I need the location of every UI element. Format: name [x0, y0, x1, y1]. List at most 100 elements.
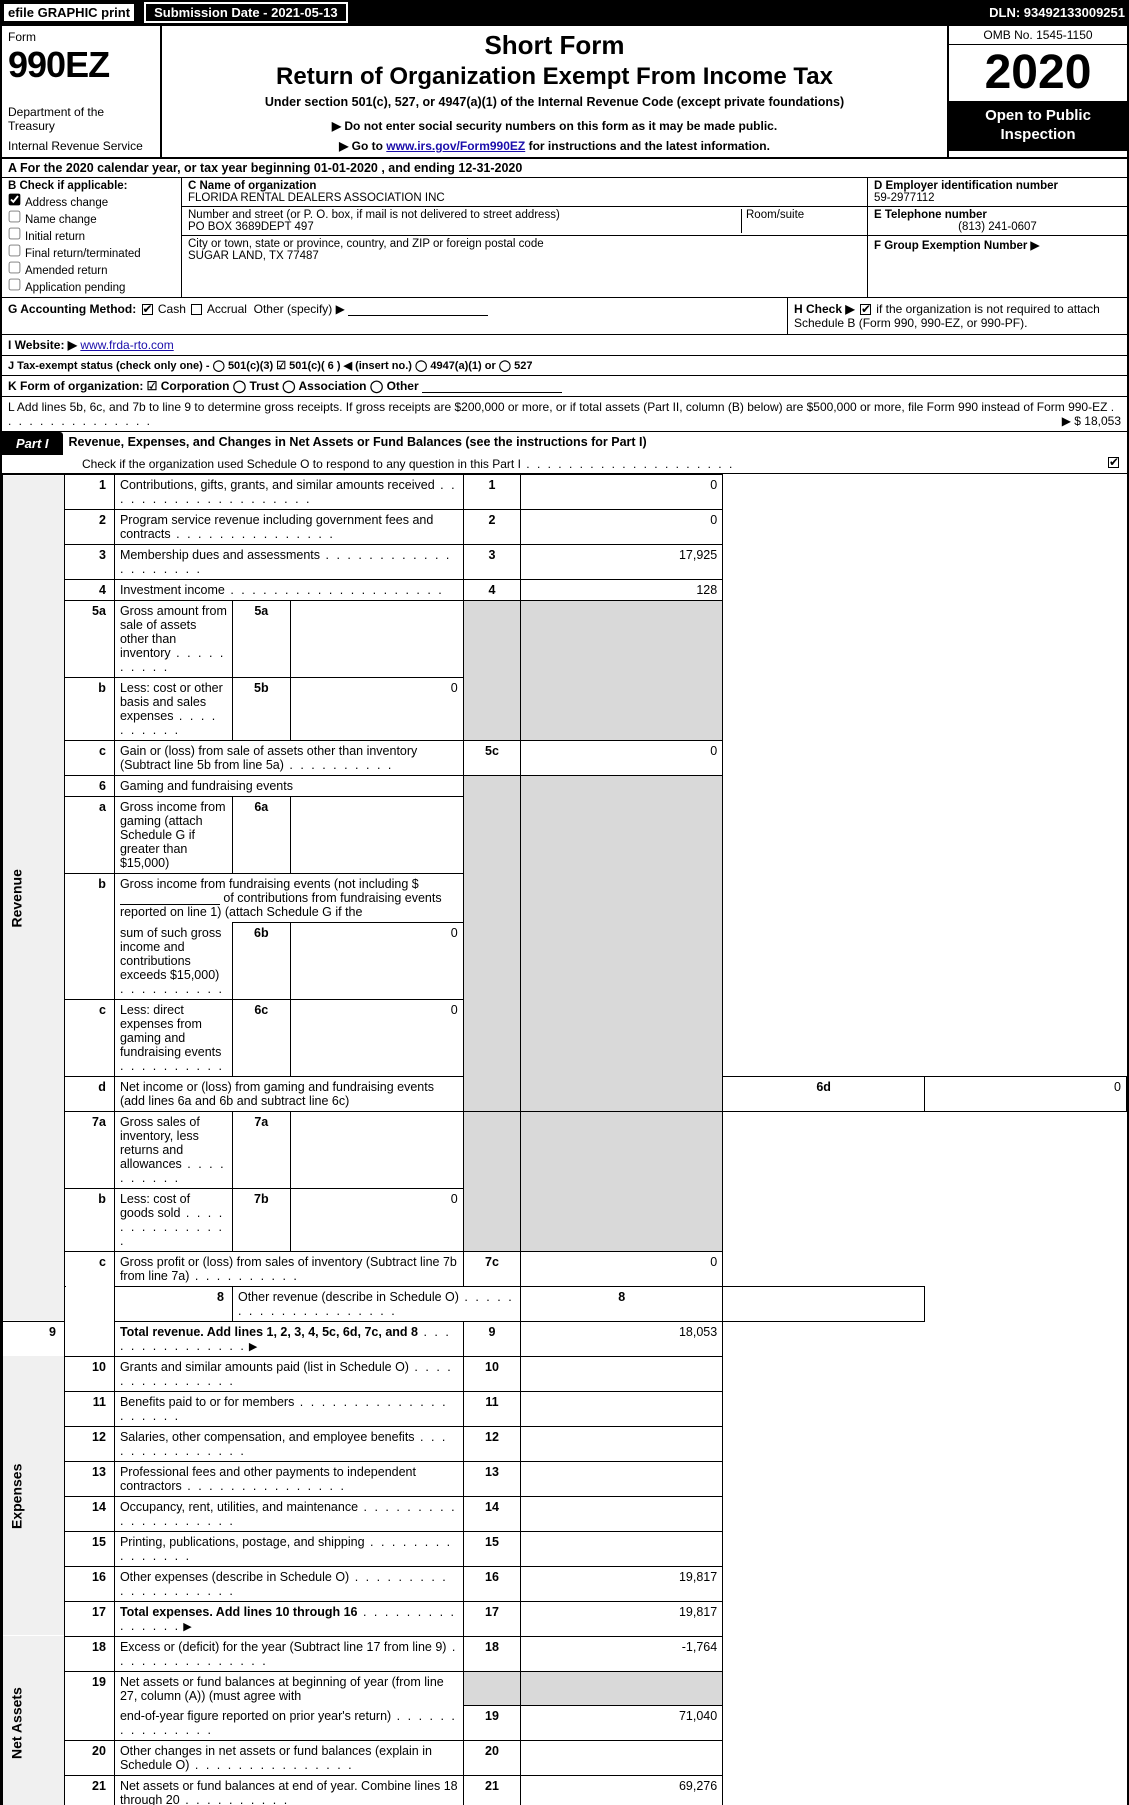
- side-expenses: Expenses: [3, 1356, 65, 1636]
- org-name: FLORIDA RENTAL DEALERS ASSOCIATION INC: [188, 192, 445, 204]
- row6b-blank[interactable]: [120, 893, 220, 905]
- row6-num: 6: [65, 776, 115, 797]
- row6d-val: 0: [925, 1076, 1127, 1111]
- row15-desc: Printing, publications, postage, and shi…: [120, 1535, 365, 1549]
- row19-ln: 19: [463, 1706, 521, 1741]
- part1-title: Revenue, Expenses, and Changes in Net As…: [63, 432, 1127, 455]
- line-j: J Tax-exempt status (check only one) - ◯…: [2, 356, 1127, 376]
- row7c-val: 0: [521, 1251, 723, 1286]
- row16-ln: 16: [463, 1566, 521, 1601]
- row1-val: 0: [521, 475, 723, 510]
- top-bar: efile GRAPHIC print Submission Date - 20…: [0, 0, 1129, 24]
- row7a-mini: 7a: [232, 1111, 290, 1188]
- room-suite-label: Room/suite: [741, 209, 861, 233]
- goto-link[interactable]: www.irs.gov/Form990EZ: [386, 139, 525, 153]
- row6b-mini: 6b: [232, 923, 290, 1000]
- goto-post: for instructions and the latest informat…: [525, 139, 770, 153]
- box-def: D Employer identification number 59-2977…: [867, 178, 1127, 297]
- cb-amended-return[interactable]: Amended return: [8, 261, 175, 277]
- other-label: Other (specify) ▶: [254, 302, 345, 316]
- row9-ln: 9: [463, 1321, 521, 1356]
- row2-num: 2: [65, 510, 115, 545]
- row8-desc: Other revenue (describe in Schedule O): [238, 1290, 459, 1304]
- row1-desc: Contributions, gifts, grants, and simila…: [120, 478, 435, 492]
- ein: 59-2977112: [874, 192, 935, 204]
- row2-val: 0: [521, 510, 723, 545]
- row12-num: 12: [65, 1426, 115, 1461]
- cb-application-pending[interactable]: Application pending: [8, 278, 175, 294]
- cb-cash[interactable]: [142, 304, 153, 315]
- phone: (813) 241-0607: [874, 221, 1121, 233]
- form-word: Form: [8, 30, 154, 44]
- dln: DLN: 93492133009251: [989, 5, 1125, 20]
- l-amount: ▶ $ 18,053: [1062, 414, 1121, 428]
- row16-num: 16: [65, 1566, 115, 1601]
- row6b-d3: sum of such gross income and contributio…: [120, 926, 221, 982]
- city-val: SUGAR LAND, TX 77487: [188, 250, 319, 262]
- row4-desc: Investment income: [120, 583, 225, 597]
- row6b-num: b: [65, 874, 115, 1000]
- row13-num: 13: [65, 1461, 115, 1496]
- row5a-num: 5a: [65, 601, 115, 678]
- row11-val: [521, 1391, 723, 1426]
- line-a-tax-year: A For the 2020 calendar year, or tax yea…: [2, 159, 1127, 178]
- row11-ln: 11: [463, 1391, 521, 1426]
- row13-val: [521, 1461, 723, 1496]
- box-c: C Name of organization FLORIDA RENTAL DE…: [182, 178, 867, 297]
- cb-schedule-o[interactable]: [1108, 457, 1119, 468]
- row14-desc: Occupancy, rent, utilities, and maintena…: [120, 1500, 358, 1514]
- k-blank[interactable]: [422, 381, 562, 393]
- row10-ln: 10: [463, 1356, 521, 1391]
- row16-desc: Other expenses (describe in Schedule O): [120, 1570, 349, 1584]
- cb-accrual[interactable]: [191, 304, 202, 315]
- cb-initial-return[interactable]: Initial return: [8, 227, 175, 243]
- row10-val: [521, 1356, 723, 1391]
- form-number: 990EZ: [8, 44, 154, 86]
- e-label: E Telephone number: [874, 209, 987, 221]
- row5c-ln: 5c: [463, 741, 521, 776]
- row10-desc: Grants and similar amounts paid (list in…: [120, 1360, 409, 1374]
- website-link[interactable]: www.frda-rto.com: [80, 338, 173, 352]
- row14-num: 14: [65, 1496, 115, 1531]
- cb-final-return[interactable]: Final return/terminated: [8, 244, 175, 260]
- row8-val: [723, 1286, 925, 1321]
- no-ssn-note: ▶ Do not enter social security numbers o…: [168, 119, 941, 133]
- row15-val: [521, 1531, 723, 1566]
- other-blank[interactable]: [348, 304, 488, 316]
- row21-val: 69,276: [521, 1775, 723, 1805]
- cb-address-change[interactable]: Address change: [8, 193, 175, 209]
- row18-val: -1,764: [521, 1636, 723, 1671]
- cb-h[interactable]: [860, 304, 871, 315]
- row6c-desc: Less: direct expenses from gaming and fu…: [120, 1003, 221, 1059]
- goto-line: ▶ Go to www.irs.gov/Form990EZ for instru…: [168, 139, 941, 153]
- line-g-h: G Accounting Method: Cash Accrual Other …: [2, 298, 1127, 335]
- efile-badge[interactable]: efile GRAPHIC print: [4, 4, 134, 21]
- row21-num: 21: [65, 1775, 115, 1805]
- row4-num: 4: [65, 580, 115, 601]
- row18-num: 18: [65, 1636, 115, 1671]
- row15-ln: 15: [463, 1531, 521, 1566]
- row4-ln: 4: [463, 580, 521, 601]
- row7a-mv: [290, 1111, 463, 1188]
- row3-num: 3: [65, 545, 115, 580]
- dept-treasury: Department of the Treasury: [8, 105, 154, 133]
- row6a-mini: 6a: [232, 797, 290, 874]
- part1-header: Part I Revenue, Expenses, and Changes in…: [2, 432, 1127, 455]
- accrual-label: Accrual: [207, 302, 247, 316]
- row3-ln: 3: [463, 545, 521, 580]
- row7b-mini: 7b: [232, 1188, 290, 1251]
- row7c-ln: 7c: [463, 1251, 521, 1286]
- row11-num: 11: [65, 1391, 115, 1426]
- row13-ln: 13: [463, 1461, 521, 1496]
- row3-val: 17,925: [521, 545, 723, 580]
- cb-name-change[interactable]: Name change: [8, 210, 175, 226]
- part1-sub: Check if the organization used Schedule …: [2, 455, 1127, 474]
- open-to-public: Open to Public Inspection: [949, 101, 1127, 151]
- form-header: Form 990EZ Department of the Treasury In…: [2, 26, 1127, 159]
- row4-val: 128: [521, 580, 723, 601]
- box-b-label: B Check if applicable:: [8, 180, 175, 192]
- g-label: G Accounting Method:: [8, 302, 136, 316]
- row8-ln: 8: [521, 1286, 723, 1321]
- part1-table: Revenue 1 Contributions, gifts, grants, …: [2, 474, 1127, 1805]
- row9-num: 9: [3, 1321, 65, 1356]
